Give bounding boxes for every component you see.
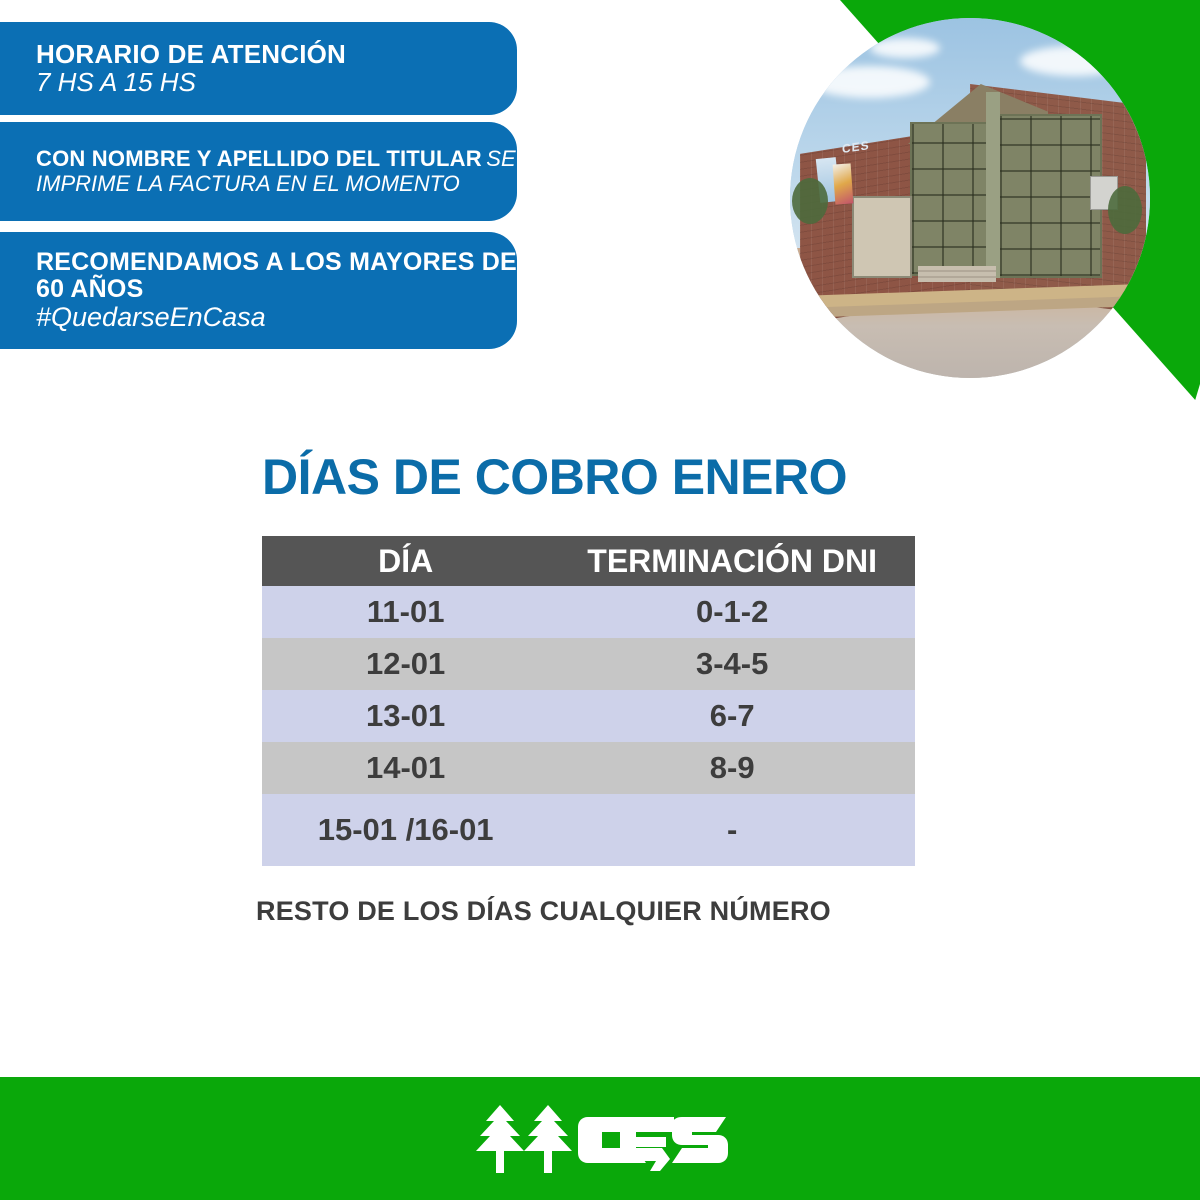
banner-titular-subtitle: SE IMPRIME LA FACTURA EN EL MOMENTO [36,146,516,196]
banner-horario-title: HORARIO DE ATENCIÓN [36,39,347,70]
cell-dni: 6-7 [549,690,915,742]
building-photo: CES [790,18,1150,378]
table-header-dni: TERMINACIÓN DNI [549,536,915,586]
cell-dia: 11-01 [262,586,550,638]
cell-dni: 3-4-5 [549,638,915,690]
table-row: 11-01 0-1-2 [262,586,915,638]
table-header-row: DÍA TERMINACIÓN DNI [262,536,915,586]
flag-provincial [832,163,854,205]
cell-dia: 14-01 [262,742,550,794]
cell-dni: 0-1-2 [549,586,915,638]
building-door [852,196,912,278]
banner-recomendacion: RECOMENDAMOS A LOS MAYORES DE 60 AÑOS #Q… [0,232,517,349]
banner-horario-subtitle: 7 HS A 15 HS [36,67,196,98]
banner-titular-title: CON NOMBRE Y APELLIDO DEL TITULAR [36,146,482,172]
cell-dia: 12-01 [262,638,550,690]
table-row: 12-01 3-4-5 [262,638,915,690]
cell-dni: 8-9 [549,742,915,794]
cloud-shape [1020,46,1130,76]
table-note: RESTO DE LOS DÍAS CUALQUIER NÚMERO [256,896,831,926]
building-steps [918,266,996,282]
table-row: 14-01 8-9 [262,742,915,794]
banner-recomendacion-hashtag: #QuedarseEnCasa [36,301,266,332]
banner-recomendacion-title: RECOMENDAMOS A LOS MAYORES DE 60 AÑOS [36,247,517,303]
page-title: DÍAS DE COBRO ENERO [262,449,848,505]
footer-bar [0,1077,1200,1200]
banner-horario: HORARIO DE ATENCIÓN 7 HS A 15 HS [0,22,517,115]
table-row: 15-01 /16-01 - [262,794,915,866]
cloud-shape [810,66,930,98]
tree-icon [1108,186,1142,234]
building-pillar [986,92,1000,278]
banner-titular: CON NOMBRE Y APELLIDO DEL TITULAR SE IMP… [0,122,517,221]
table-row: 13-01 6-7 [262,690,915,742]
tree-icon [792,178,828,224]
payment-days-table: DÍA TERMINACIÓN DNI 11-01 0-1-2 12-01 3-… [262,536,915,866]
cell-dni: - [549,794,915,866]
cell-dia: 15-01 /16-01 [262,794,550,866]
ces-logo [476,1104,728,1173]
building-window-right [998,114,1102,278]
table-header-dia: DÍA [262,536,550,586]
cell-dia: 13-01 [262,690,550,742]
cloud-shape [870,38,940,58]
